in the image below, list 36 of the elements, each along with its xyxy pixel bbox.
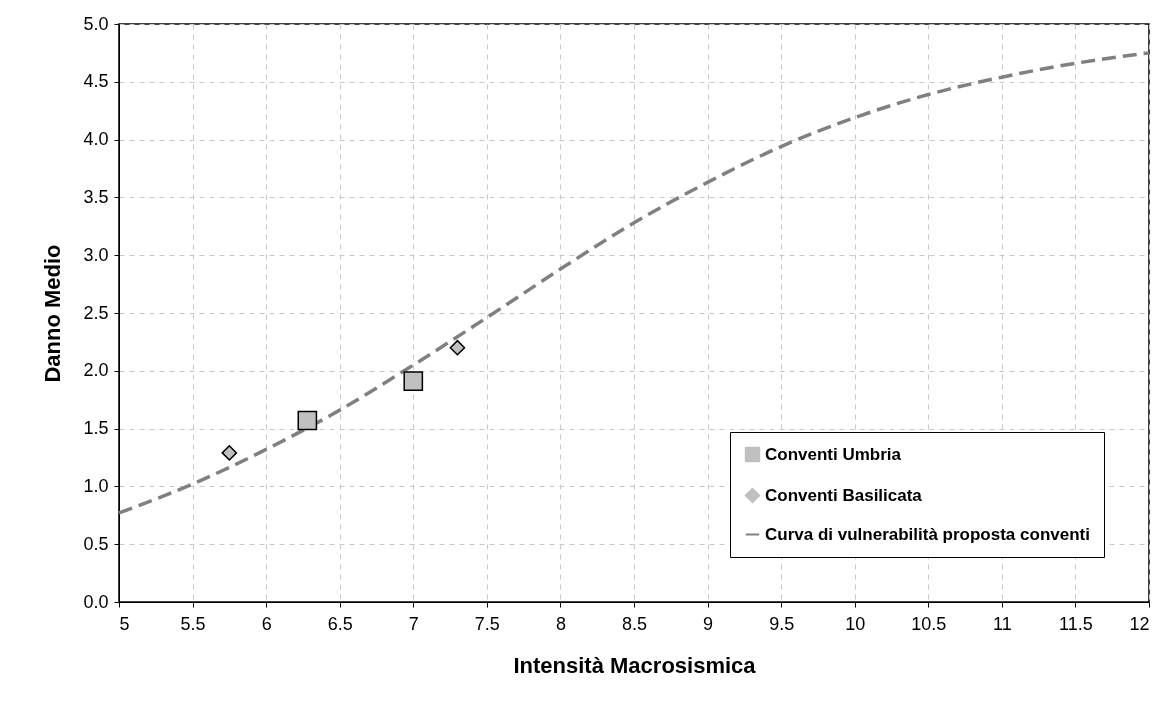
point bbox=[449, 339, 466, 356]
y-tick-label: 0.5 bbox=[83, 533, 109, 554]
y-tick-label: 1.5 bbox=[83, 418, 109, 439]
line-series bbox=[117, 51, 1151, 515]
y-tick-label: 4.0 bbox=[83, 129, 109, 150]
x-tick-label: 7.5 bbox=[474, 613, 500, 634]
point bbox=[221, 445, 238, 461]
x-tick-label: 9 bbox=[703, 613, 714, 634]
x-tick-label: 5.5 bbox=[180, 613, 206, 634]
x-tick-label: 10.5 bbox=[911, 613, 947, 634]
y-tick-label: 1.0 bbox=[83, 475, 109, 496]
y-tick-label: 4.5 bbox=[83, 71, 109, 92]
y-tick-label: 3.0 bbox=[83, 244, 109, 265]
y-tick-label: 5.0 bbox=[83, 13, 109, 34]
y-tick-label: 0.0 bbox=[83, 591, 109, 612]
x-tick-label: 12 bbox=[1129, 613, 1150, 634]
legend-label: Conventi Basilicata bbox=[765, 485, 923, 505]
x-tick-label: 6.5 bbox=[327, 613, 353, 634]
legend-label: Curva di vulnerabilità proposta conventi bbox=[765, 524, 1090, 544]
y-tick-label: 2.0 bbox=[83, 360, 109, 381]
x-tick-label: 10 bbox=[845, 613, 866, 634]
x-axis-title: Intensità Macrosismica bbox=[513, 652, 757, 678]
y-tick-label: 3.5 bbox=[83, 186, 109, 207]
x-tick-label: 6 bbox=[261, 613, 272, 634]
x-tick-label: 7 bbox=[408, 613, 419, 634]
x-tick-label: 11 bbox=[993, 613, 1012, 634]
point bbox=[297, 410, 318, 431]
legend-label: Conventi Umbria bbox=[765, 444, 902, 464]
x-tick-label: 11.5 bbox=[1059, 613, 1093, 634]
point bbox=[403, 371, 424, 392]
x-tick-label: 9.5 bbox=[769, 613, 795, 634]
y-tick-label: 2.5 bbox=[83, 302, 109, 323]
x-tick-label: 8.5 bbox=[621, 613, 648, 634]
x-tick-label: 8 bbox=[555, 613, 566, 634]
x-tick-label: 5 bbox=[119, 613, 130, 634]
y-axis-title: Danno Medio bbox=[40, 244, 66, 383]
